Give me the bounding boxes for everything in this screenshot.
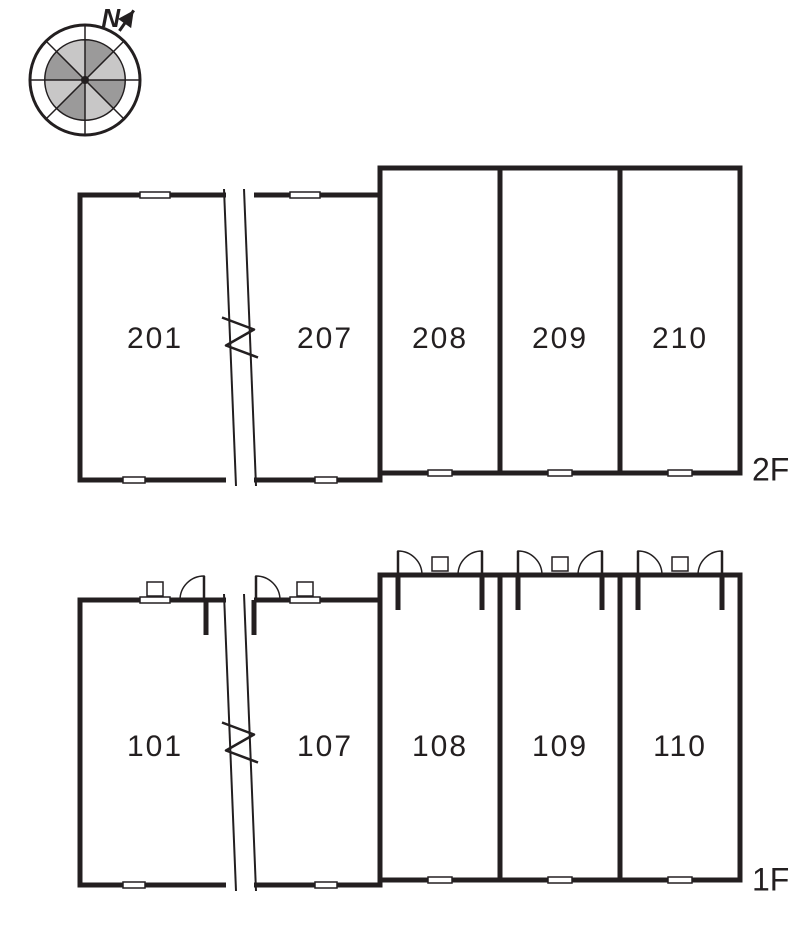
unit-label: 209	[532, 322, 588, 355]
door-icon	[180, 576, 204, 600]
floor-1F: 101 107 108 109 110 1F	[80, 551, 789, 897]
fixture-icon	[432, 557, 448, 571]
fixture-icon	[147, 582, 163, 596]
window-notch	[428, 877, 452, 883]
window-notch	[668, 877, 692, 883]
door-icon	[398, 551, 422, 575]
window-notch	[315, 882, 337, 888]
fixture-icon	[297, 582, 313, 596]
unit-label: 208	[412, 322, 468, 355]
unit-label: 108	[412, 730, 468, 763]
window-notch	[428, 470, 452, 476]
unit-label: 210	[652, 322, 708, 355]
door-icon	[578, 551, 602, 575]
door-icon	[256, 576, 280, 600]
floor-label: 1F	[752, 861, 789, 897]
unit-group-right: 108 109 110	[380, 551, 740, 883]
unit-label: 110	[653, 730, 707, 763]
window-notch	[315, 477, 337, 483]
window-notch	[548, 470, 572, 476]
unit-group-left: 101 107	[80, 576, 380, 893]
window-notch	[140, 597, 170, 603]
window-notch	[290, 597, 320, 603]
unit-label: 109	[532, 730, 588, 763]
window-notch	[140, 192, 170, 198]
window-notch	[123, 882, 145, 888]
window-notch	[290, 192, 320, 198]
unit-group-right: 208 209 210	[380, 168, 740, 476]
break-mark	[222, 592, 258, 893]
fixture-icon	[552, 557, 568, 571]
door-icon	[638, 551, 662, 575]
door-icon	[698, 551, 722, 575]
window-notch	[123, 477, 145, 483]
compass-north-label: N	[101, 3, 121, 33]
break-mark	[222, 187, 258, 488]
door-icon	[458, 551, 482, 575]
floor-2F: 201 207 208 209 210 2F	[80, 168, 789, 488]
unit-label: 101	[127, 730, 183, 763]
unit-label: 107	[297, 730, 353, 763]
fixture-icon	[672, 557, 688, 571]
compass-rose: N	[30, 3, 140, 135]
unit-label: 207	[297, 322, 353, 355]
unit-group-left: 201 207	[80, 187, 380, 488]
window-notch	[548, 877, 572, 883]
window-notch	[668, 470, 692, 476]
floor-label: 2F	[752, 451, 789, 487]
unit-label: 201	[127, 322, 183, 355]
door-icon	[518, 551, 542, 575]
